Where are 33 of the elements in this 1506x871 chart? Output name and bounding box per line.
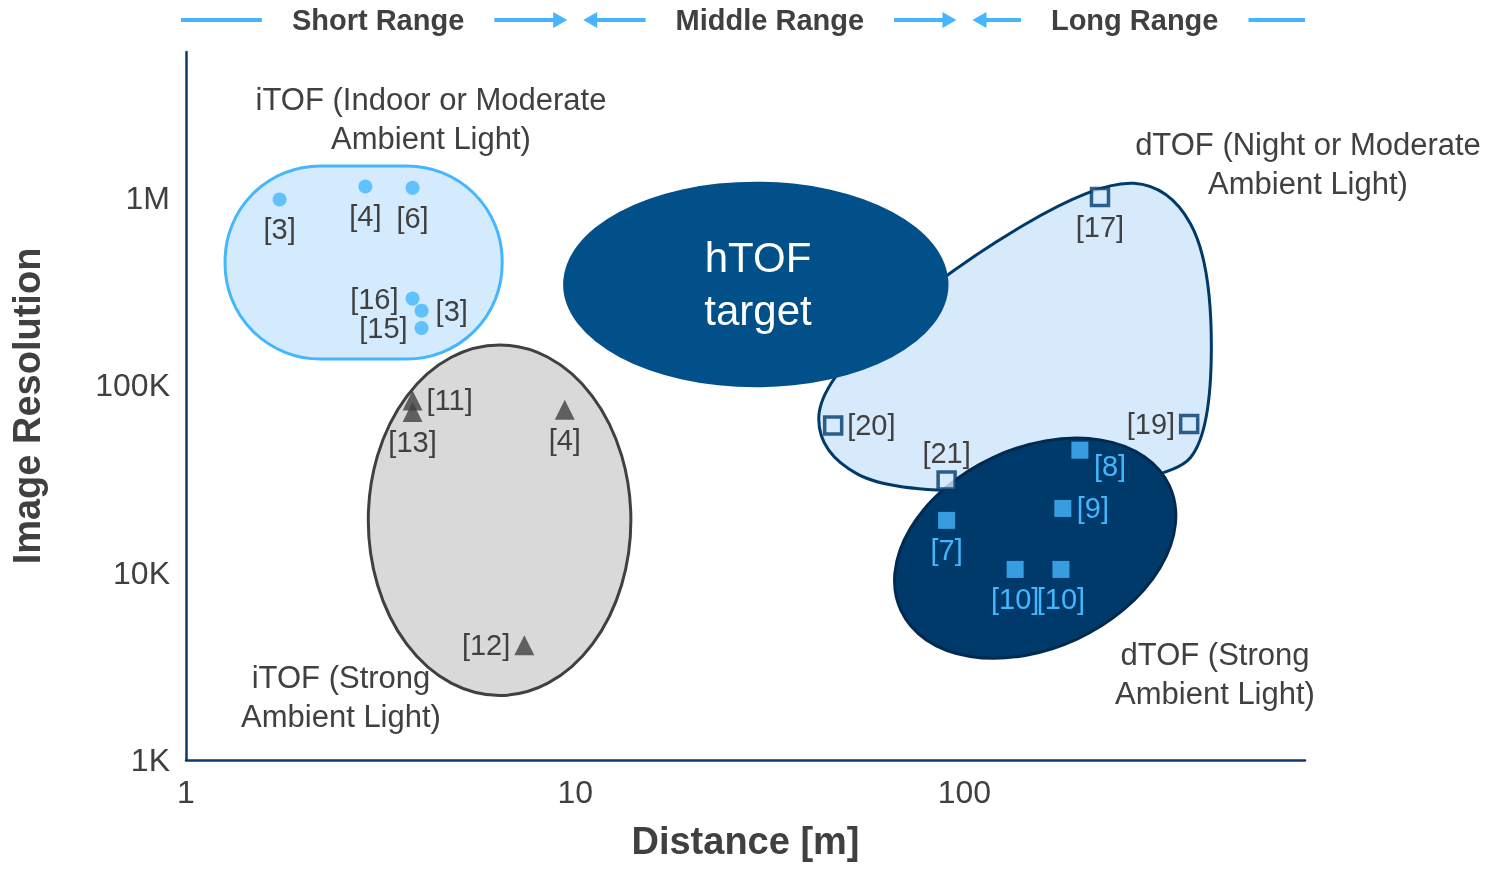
annotation: [17] (1075, 211, 1125, 244)
x-tick-label: 100 (937, 774, 992, 810)
annotation: [7] (930, 534, 963, 567)
y-tick-label: 1M (125, 179, 170, 216)
annotation: [4] (349, 200, 382, 233)
annotation: dTOF (Strong Ambient Light) (1115, 637, 1315, 711)
annotation: [3] (435, 294, 468, 327)
annotation: [19] (1126, 408, 1176, 441)
x-tick-label: 1 (177, 774, 195, 810)
annotation: [16] (350, 282, 399, 315)
x-axis-title: Distance [m] (631, 820, 860, 862)
annotation: [4] (548, 423, 581, 456)
y-tick-label: 100K (95, 367, 170, 404)
annotation: [3] (263, 213, 296, 246)
text: Long Range (1050, 4, 1219, 36)
annotation: [12] (461, 629, 511, 662)
annotation: dTOF (Night or Moderate Ambient Light) (1135, 127, 1481, 201)
annotation: [11] (426, 384, 473, 417)
annotation: [21] (922, 436, 971, 469)
y-axis-title: Image Resolution (6, 247, 48, 565)
x-tick-label: 10 (557, 774, 594, 810)
text: Middle Range (675, 4, 865, 36)
annotation: [8] (1093, 450, 1127, 483)
y-tick-label: 1K (130, 742, 170, 778)
annotation: [13] (388, 425, 437, 458)
annotation: [6] (396, 201, 429, 234)
annotation: [20] (847, 409, 896, 442)
y-tick-label: 10K (113, 554, 170, 591)
annotation: hTOF target (704, 234, 813, 334)
annotation: iTOF (Indoor or Moderate Ambient Light) (255, 82, 607, 156)
annotation: [9] (1076, 492, 1110, 525)
annotation: iTOF (Strong Ambient Light) (241, 660, 441, 734)
text: Short Range (291, 4, 465, 36)
